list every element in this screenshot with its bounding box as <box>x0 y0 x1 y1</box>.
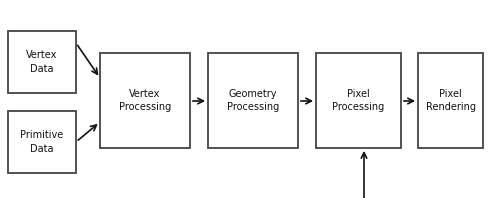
FancyBboxPatch shape <box>8 31 76 93</box>
FancyBboxPatch shape <box>208 53 298 148</box>
FancyBboxPatch shape <box>316 53 401 148</box>
FancyBboxPatch shape <box>100 53 190 148</box>
Text: Vertex
Data: Vertex Data <box>26 50 58 74</box>
Text: Geometry
Processing: Geometry Processing <box>227 89 279 112</box>
FancyBboxPatch shape <box>418 53 483 148</box>
Text: Vertex
Processing: Vertex Processing <box>119 89 171 112</box>
Text: Primitive
Data: Primitive Data <box>21 130 64 154</box>
Text: Pixel
Processing: Pixel Processing <box>332 89 385 112</box>
FancyBboxPatch shape <box>8 111 76 173</box>
Text: Pixel
Rendering: Pixel Rendering <box>425 89 475 112</box>
